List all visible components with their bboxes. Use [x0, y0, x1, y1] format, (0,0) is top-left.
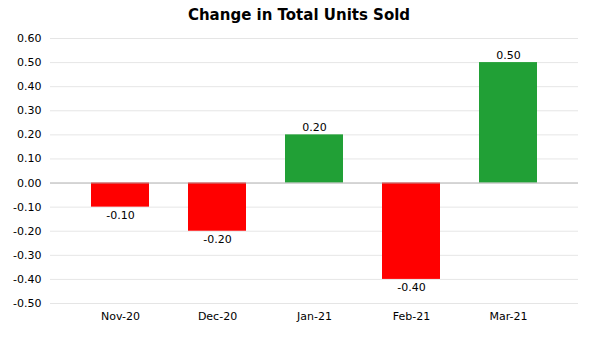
svg-text:Mar-21: Mar-21 [489, 310, 527, 323]
svg-text:Dec-20: Dec-20 [198, 310, 237, 323]
svg-text:Feb-21: Feb-21 [393, 310, 430, 323]
svg-text:0.50: 0.50 [17, 56, 42, 69]
html-text:Change in Total Units Sold: Change in Total Units Sold [187, 6, 411, 24]
svg-text:-0.20: -0.20 [13, 225, 41, 238]
svg-text:0.50: 0.50 [496, 49, 521, 62]
svg-text:0.60: 0.60 [17, 32, 42, 45]
svg-text:Jan-21: Jan-21 [296, 310, 332, 323]
svg-text:-0.40: -0.40 [13, 273, 41, 286]
svg-text:0.00: 0.00 [17, 177, 42, 190]
svg-text:-0.10: -0.10 [13, 201, 41, 214]
svg-text:0.10: 0.10 [17, 152, 42, 165]
svg-text:-0.30: -0.30 [13, 249, 41, 262]
svg-text:0.30: 0.30 [17, 104, 42, 117]
svg-text:-0.10: -0.10 [106, 209, 134, 222]
svg-text:0.20: 0.20 [302, 121, 327, 134]
svg-text:-0.40: -0.40 [397, 281, 425, 294]
svg-text:0.40: 0.40 [17, 80, 42, 93]
svg-text:Nov-20: Nov-20 [101, 310, 140, 323]
svg-text:-0.50: -0.50 [13, 297, 41, 310]
svg-text:0.20: 0.20 [17, 128, 42, 141]
svg-text:-0.20: -0.20 [203, 233, 231, 246]
